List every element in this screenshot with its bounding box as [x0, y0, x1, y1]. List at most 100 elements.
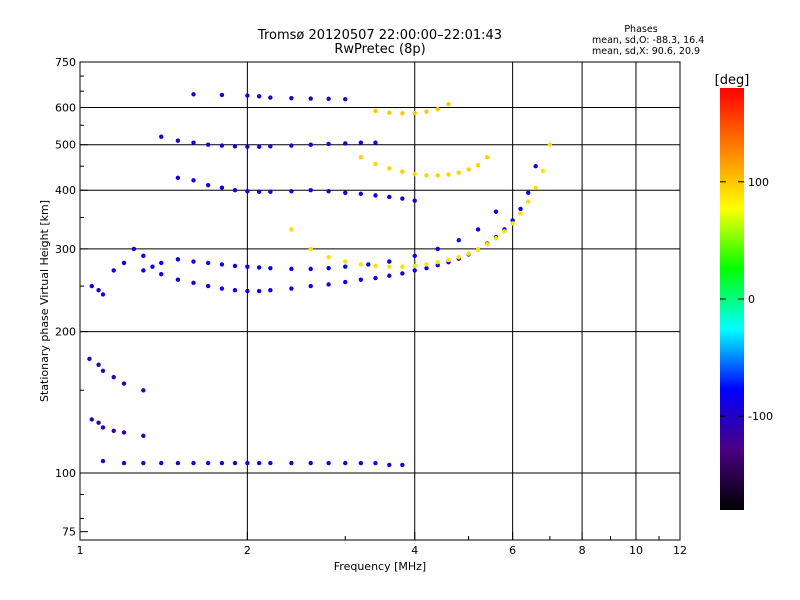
data-point — [387, 273, 392, 278]
colorbar-label: [deg] — [715, 73, 750, 88]
data-point — [456, 170, 461, 175]
plot-frame — [79, 61, 681, 541]
data-point — [232, 188, 238, 193]
data-point — [366, 262, 371, 267]
data-point — [289, 286, 294, 291]
data-point — [121, 430, 127, 435]
data-point — [219, 185, 225, 190]
x-tick-label: 2 — [244, 544, 251, 557]
data-point — [245, 460, 250, 466]
data-point — [141, 268, 146, 273]
data-point — [475, 247, 481, 252]
colorbar-tick-label: -100 — [748, 410, 773, 423]
data-point — [373, 161, 378, 167]
data-point — [141, 388, 146, 393]
data-point — [191, 92, 196, 97]
data-point — [424, 265, 429, 271]
data-point — [191, 140, 196, 145]
y-tick-label: 400 — [55, 184, 76, 197]
data-point — [358, 277, 364, 282]
data-point — [205, 142, 211, 147]
data-point — [205, 182, 211, 188]
data-point — [159, 260, 164, 266]
data-point — [268, 189, 273, 194]
data-point — [111, 428, 116, 433]
data-point — [159, 272, 164, 277]
x-tick-label: 12 — [673, 544, 687, 557]
data-point — [326, 255, 331, 260]
data-point — [373, 275, 378, 281]
data-point — [343, 259, 348, 264]
data-point — [343, 190, 348, 195]
data-point — [358, 460, 364, 466]
data-point — [121, 381, 127, 386]
data-point — [219, 460, 225, 466]
data-point — [326, 282, 331, 287]
data-point — [308, 142, 313, 147]
data-point — [308, 246, 313, 252]
data-point — [232, 263, 238, 269]
data-point — [175, 460, 181, 466]
data-point — [96, 288, 101, 293]
data-point — [175, 277, 181, 282]
data-point — [540, 168, 546, 173]
data-point — [175, 175, 181, 181]
data-point — [526, 190, 531, 195]
data-point — [526, 199, 531, 204]
data-point — [343, 460, 348, 466]
data-point — [475, 163, 481, 168]
data-point — [435, 107, 440, 112]
data-point — [141, 433, 146, 439]
phases-heading: Phases — [624, 24, 657, 35]
data-point — [205, 260, 211, 266]
data-point — [191, 259, 196, 264]
data-point — [289, 460, 294, 466]
data-point — [268, 288, 273, 293]
data-point — [510, 221, 515, 226]
data-point — [400, 264, 405, 269]
data-point — [191, 460, 196, 466]
data-point — [358, 155, 364, 160]
data-point — [245, 93, 250, 98]
data-point — [387, 166, 392, 171]
data-point — [412, 268, 417, 273]
data-point — [373, 193, 378, 198]
data-point — [268, 265, 273, 271]
chart-title: Tromsø 20120507 22:00:00–22:01:43 — [257, 28, 502, 43]
data-point — [502, 229, 507, 234]
data-point — [518, 211, 523, 216]
data-point — [484, 241, 490, 247]
x-axis-label: Frequency [MHz] — [334, 560, 426, 573]
data-point — [191, 280, 196, 286]
data-point — [387, 462, 392, 468]
y-tick-label: 200 — [55, 326, 76, 339]
phases-o-mode: mean, sd,O: -88.3, 16.4 — [592, 35, 704, 46]
data-point — [435, 246, 440, 252]
data-point — [412, 171, 417, 177]
data-point — [159, 460, 164, 466]
y-tick-label: 500 — [55, 139, 76, 152]
data-point — [141, 253, 146, 259]
data-point — [533, 185, 538, 190]
data-point — [547, 142, 553, 147]
data-point — [400, 169, 405, 174]
data-point — [387, 264, 392, 269]
data-point — [289, 143, 294, 148]
data-point — [121, 260, 127, 266]
data-point — [289, 266, 294, 272]
data-point — [326, 189, 331, 194]
data-point — [412, 253, 417, 259]
data-point — [326, 96, 331, 102]
data-point — [400, 111, 405, 116]
data-point — [475, 227, 481, 232]
data-point — [373, 140, 378, 145]
data-point — [400, 462, 405, 468]
phases-x-mode: mean, sd,X: 90.6, 20.9 — [592, 46, 700, 57]
data-point — [387, 194, 392, 200]
x-tick-label: 10 — [629, 544, 643, 557]
data-point — [358, 140, 364, 145]
y-tick-label: 75 — [62, 526, 76, 539]
data-point — [100, 292, 106, 297]
data-point — [96, 362, 101, 367]
